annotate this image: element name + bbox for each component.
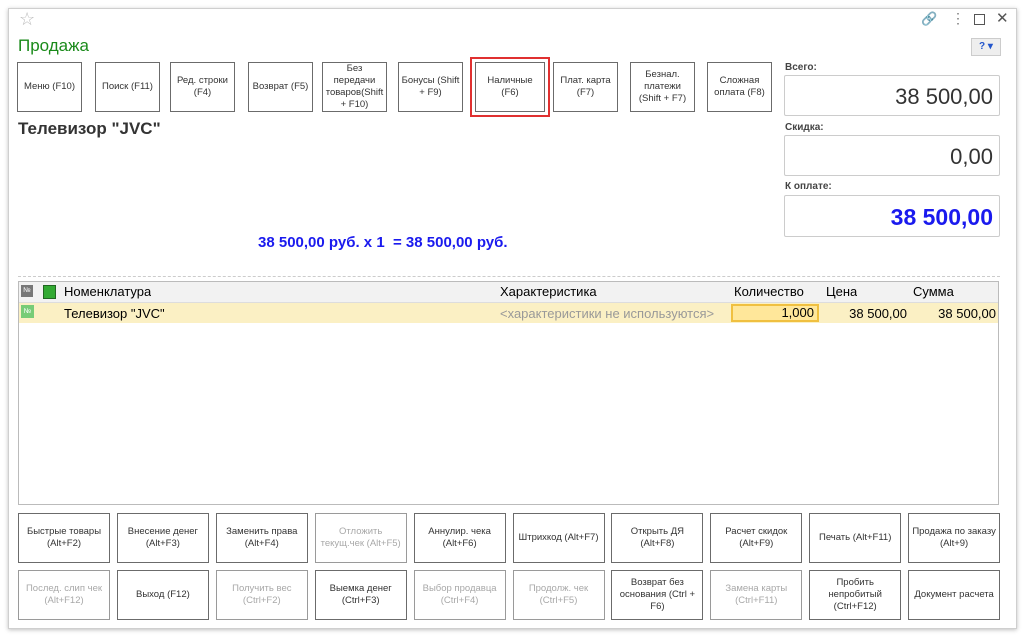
col-sum[interactable]: Сумма <box>913 284 954 299</box>
top-button-2[interactable]: Ред. строки (F4) <box>170 62 235 112</box>
items-table <box>18 281 999 505</box>
col-price[interactable]: Цена <box>826 284 858 299</box>
bottom-button-2-4[interactable]: Выбор продавца (Ctrl+F4) <box>413 570 506 620</box>
calc-line: 38 500,00 руб. х 1 = 38 500,00 руб. <box>258 234 508 251</box>
bottom-button-2-3[interactable]: Выемка денег (Ctrl+F3) <box>314 570 407 620</box>
page-title: Продажа <box>18 36 89 55</box>
cell-name: Телевизор "JVC" <box>64 306 165 321</box>
bottom-button-2-6[interactable]: Возврат без основания (Ctrl + F6) <box>611 570 704 620</box>
close-icon[interactable]: ✕ <box>996 10 1009 27</box>
top-button-4[interactable]: Без передачи товаров(Shift + F10) <box>322 62 387 112</box>
bottom-button-1-6[interactable]: Открыть ДЯ (Alt+F8) <box>611 513 704 563</box>
bottom-button-1-5[interactable]: Штрихкод (Alt+F7) <box>512 513 605 563</box>
col-qty[interactable]: Количество <box>734 284 804 299</box>
cell-qty[interactable]: 1,000 <box>731 304 819 322</box>
maximize-icon[interactable] <box>974 14 985 25</box>
bottom-button-1-0[interactable]: Быстрые товары (Alt+F2) <box>18 513 110 563</box>
discount-label: Скидка: <box>785 122 824 133</box>
bottom-button-2-9[interactable]: Документ расчета <box>908 570 1001 620</box>
top-button-3[interactable]: Возврат (F5) <box>248 62 313 112</box>
bottom-button-1-4[interactable]: Аннулир. чека (Alt+F6) <box>413 513 506 563</box>
bottom-button-2-0[interactable]: Послед. слип чек (Alt+F12) <box>18 570 110 620</box>
bottom-button-1-7[interactable]: Расчет скидок (Alt+F9) <box>710 513 803 563</box>
separator <box>18 276 1000 277</box>
bottom-button-1-2[interactable]: Заменить права (Alt+F4) <box>215 513 308 563</box>
bottom-button-2-2[interactable]: Получить вес (Ctrl+F2) <box>215 570 308 620</box>
product-title: Телевизор "JVC" <box>18 119 161 138</box>
table-header <box>19 282 998 303</box>
bottom-button-2-1[interactable]: Выход (F12) <box>116 570 209 620</box>
row-number-icon: № <box>21 305 34 318</box>
help-button[interactable]: ? ▾ <box>971 38 1001 56</box>
cell-price: 38 500,00 <box>849 306 907 321</box>
link-icon[interactable]: 🔗 <box>921 11 938 26</box>
col-characteristic[interactable]: Характеристика <box>500 284 597 299</box>
row-number-header-icon: № <box>21 285 33 297</box>
cell-characteristic: <характеристики не используются> <box>500 306 715 321</box>
favorite-star-icon[interactable]: ☆ <box>19 9 36 29</box>
top-button-9[interactable]: Сложная оплата (F8) <box>707 62 772 112</box>
top-button-7[interactable]: Плат. карта (F7) <box>553 62 618 112</box>
top-button-5[interactable]: Бонусы (Shift + F9) <box>398 62 463 112</box>
bottom-button-1-9[interactable]: Продажа по заказу (Alt+9) <box>908 513 1001 563</box>
top-button-0[interactable]: Меню (F10) <box>17 62 82 112</box>
bottom-button-2-5[interactable]: Продолж. чек (Ctrl+F5) <box>512 570 605 620</box>
bottom-button-2-7[interactable]: Замена карты (Ctrl+F11) <box>710 570 803 620</box>
total-field: 38 500,00 <box>784 75 1000 116</box>
top-button-8[interactable]: Безнал. платежи (Shift + F7) <box>630 62 695 112</box>
bottom-button-1-1[interactable]: Внесение денег (Alt+F3) <box>116 513 209 563</box>
more-icon[interactable]: ⋮ <box>951 10 965 26</box>
top-button-1[interactable]: Поиск (F11) <box>95 62 160 112</box>
bottom-button-2-8[interactable]: Пробить непробитый (Ctrl+F12) <box>809 570 902 620</box>
discount-field: 0,00 <box>784 135 1000 176</box>
pay-label: К оплате: <box>785 181 832 192</box>
bottom-button-1-8[interactable]: Печать (Alt+F11) <box>809 513 902 563</box>
total-label: Всего: <box>785 62 817 73</box>
col-name[interactable]: Номенклатура <box>64 284 152 299</box>
pay-field: 38 500,00 <box>784 195 1000 237</box>
cell-sum: 38 500,00 <box>938 306 996 321</box>
top-button-6[interactable]: Наличные (F6) <box>470 57 550 117</box>
bottom-button-1-3[interactable]: Отложить текущ.чек (Alt+F5) <box>314 513 407 563</box>
barcode-header-icon <box>43 285 56 299</box>
